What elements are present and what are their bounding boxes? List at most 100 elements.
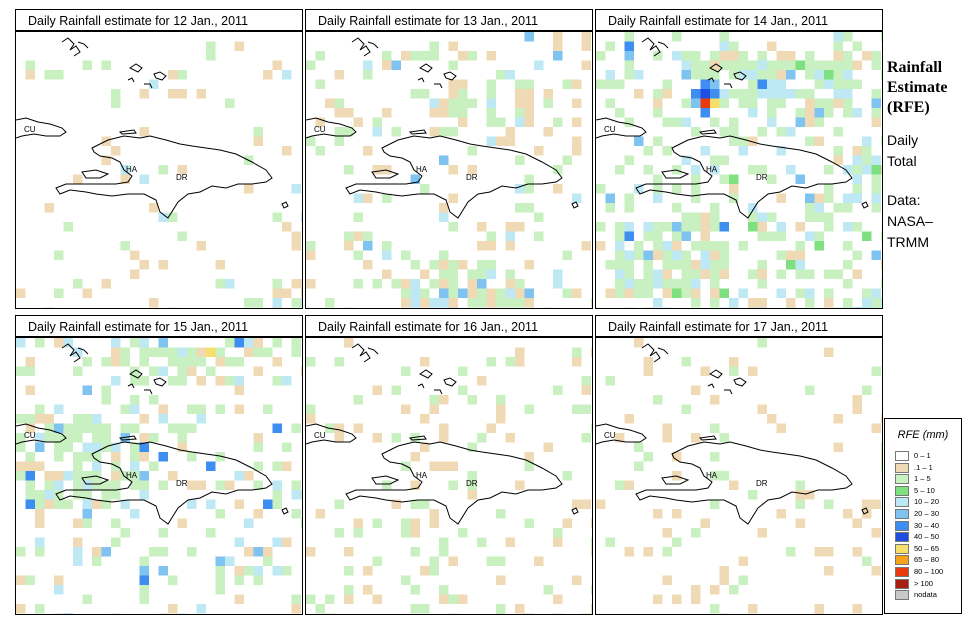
rain-cell: [496, 556, 506, 566]
legend-label: 0 – 1: [914, 451, 931, 460]
rain-cell: [448, 260, 458, 270]
rain-cell: [581, 60, 591, 70]
rain-cell: [382, 60, 392, 70]
rain-cell: [120, 174, 130, 184]
rain-cell: [767, 174, 777, 184]
rain-cell: [139, 480, 149, 490]
rain-cell: [63, 499, 73, 509]
rain-cell: [871, 366, 881, 376]
rain-cell: [16, 442, 26, 452]
rain-cell: [458, 260, 468, 270]
rain-cell: [543, 442, 553, 452]
rain-cell: [344, 231, 354, 241]
rain-cell: [410, 499, 420, 509]
rain-cell: [824, 79, 834, 89]
rain-cell: [562, 288, 572, 298]
rain-cell: [748, 222, 758, 232]
rain-cell: [767, 117, 777, 127]
rain-cell: [805, 203, 815, 213]
rain-cell: [467, 480, 477, 490]
rain-cell: [748, 366, 758, 376]
rain-cell: [805, 385, 815, 395]
rain-cell: [477, 222, 487, 232]
rain-cell: [591, 547, 592, 557]
rain-cell: [158, 528, 168, 538]
rain-cell: [272, 499, 282, 509]
rain-cell: [291, 241, 301, 251]
rain-cell: [767, 212, 777, 222]
rain-cell: [439, 288, 449, 298]
legend-item: 50 – 65: [895, 543, 961, 555]
rain-cell: [54, 442, 64, 452]
rain-cell: [581, 404, 591, 414]
rain-cell: [54, 288, 64, 298]
rain-cell: [653, 395, 663, 405]
rain-cell: [439, 127, 449, 137]
rain-cell: [805, 231, 815, 241]
rain-cell: [776, 250, 786, 260]
rain-cell: [158, 566, 168, 576]
rain-cell: [852, 41, 862, 51]
rain-cell: [353, 518, 363, 528]
rain-cell: [843, 32, 853, 42]
rain-cell: [738, 51, 748, 61]
rain-cell: [833, 442, 843, 452]
rain-cell: [101, 385, 111, 395]
rain-cell: [624, 32, 634, 42]
rain-cell: [515, 79, 525, 89]
rain-cell: [420, 288, 430, 298]
rain-cell: [467, 298, 477, 308]
rain-cell: [653, 594, 663, 604]
rain-cell: [805, 298, 815, 308]
rain-cell: [101, 395, 111, 405]
rain-cell: [272, 298, 282, 308]
rain-cell: [719, 575, 729, 585]
legend-item: > 100: [895, 578, 961, 590]
rain-cell: [101, 279, 111, 289]
rain-cell: [634, 338, 644, 348]
rain-cell: [729, 60, 739, 70]
rain-cell: [757, 269, 767, 279]
rain-cell: [881, 452, 882, 462]
rain-cell: [448, 108, 458, 118]
rain-cell: [92, 423, 102, 433]
rain-cell: [795, 108, 805, 118]
rain-cell: [130, 509, 140, 519]
rain-cell: [776, 98, 786, 108]
rain-cell: [306, 414, 316, 424]
country-label-ha: HA: [706, 471, 718, 480]
rain-cell: [776, 60, 786, 70]
rain-cell: [805, 269, 815, 279]
rain-cell: [215, 279, 225, 289]
rain-cell: [605, 70, 615, 80]
rain-cell: [681, 222, 691, 232]
rain-cell: [653, 269, 663, 279]
rain-cell: [871, 174, 881, 184]
rain-cell: [843, 193, 853, 203]
rain-cell: [458, 288, 468, 298]
rain-cell: [505, 279, 515, 289]
rain-cell: [282, 70, 292, 80]
rain-cell: [596, 51, 606, 61]
rain-cell: [35, 518, 45, 528]
rain-cell: [710, 117, 720, 127]
rain-cell: [139, 585, 149, 595]
rain-cell: [439, 108, 449, 118]
rain-cell: [234, 41, 244, 51]
rain-cell: [653, 51, 663, 61]
rain-cell: [681, 60, 691, 70]
rain-cell: [843, 108, 853, 118]
rain-cell: [496, 414, 506, 424]
rain-cell: [101, 155, 111, 165]
rain-cell: [291, 279, 301, 289]
rain-cell: [111, 452, 121, 462]
rain-cell: [439, 250, 449, 260]
rain-cell: [691, 98, 701, 108]
rain-cell: [253, 461, 263, 471]
rain-cell: [572, 193, 582, 203]
rain-cell: [73, 279, 83, 289]
rain-cell: [35, 442, 45, 452]
rain-cell: [477, 537, 487, 547]
rain-cell: [130, 404, 140, 414]
